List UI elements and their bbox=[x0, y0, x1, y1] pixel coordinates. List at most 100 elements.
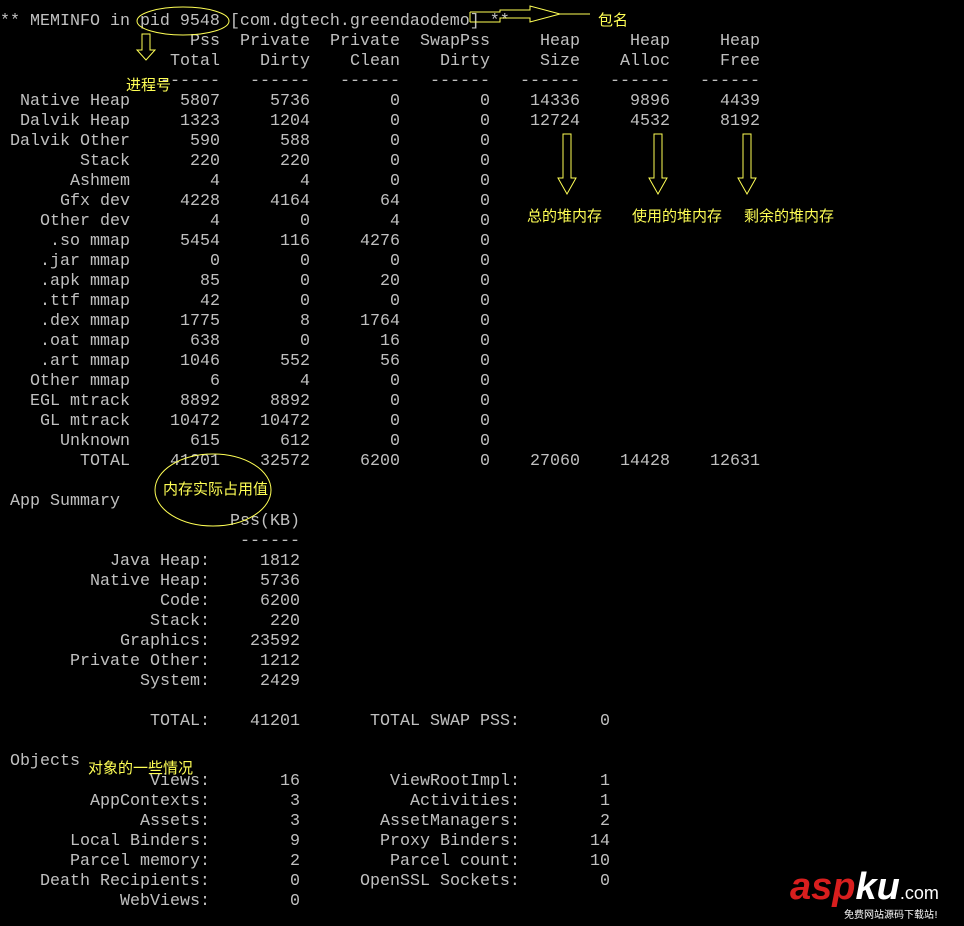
row-label: Stack bbox=[80, 152, 130, 171]
summary-label: Stack: bbox=[150, 612, 210, 631]
table-cell: 10472 bbox=[260, 412, 310, 431]
table-cell: 0 bbox=[480, 432, 490, 451]
logo-slogan: 免费网站源码下载站! bbox=[844, 910, 939, 921]
annotation-heap-alloc: 使用的堆内存 bbox=[632, 207, 723, 225]
table-cell: 16 bbox=[380, 332, 400, 351]
logo-brand-red: asp bbox=[790, 866, 856, 908]
logo-brand-white: ku bbox=[855, 866, 900, 908]
column-header-pss-kb: Pss(KB) bbox=[230, 512, 300, 531]
table-cell: 0 bbox=[300, 332, 310, 351]
table-cell: 220 bbox=[190, 152, 220, 171]
table-cell: 4439 bbox=[720, 92, 760, 111]
table-cell: 4532 bbox=[630, 112, 670, 131]
column-separator: ------ bbox=[160, 72, 220, 91]
table-cell: 0 bbox=[480, 392, 490, 411]
heap-free-down-arrow-icon bbox=[737, 133, 757, 196]
table-cell: 0 bbox=[390, 92, 400, 111]
column-header: Total bbox=[170, 52, 220, 71]
summary-value: 1212 bbox=[260, 652, 300, 671]
row-label: .jar mmap bbox=[40, 252, 130, 271]
table-cell: 0 bbox=[390, 372, 400, 391]
annotation-heap-size: 总的堆内存 bbox=[527, 207, 603, 225]
table-cell: 12631 bbox=[710, 452, 760, 471]
column-separator: ------ bbox=[340, 72, 400, 91]
table-cell: 220 bbox=[280, 152, 310, 171]
row-label: .oat mmap bbox=[40, 332, 130, 351]
summary-value: 2429 bbox=[260, 672, 300, 691]
table-cell: 1775 bbox=[180, 312, 220, 331]
table-cell: 85 bbox=[200, 272, 220, 291]
object-count: 16 bbox=[280, 772, 300, 791]
row-label: EGL mtrack bbox=[30, 392, 130, 411]
table-cell: 552 bbox=[280, 352, 310, 371]
summary-value: 23592 bbox=[250, 632, 300, 651]
aspku-watermark-logo: aspku.com 免费网站源码下载站! bbox=[790, 868, 960, 924]
row-label: Gfx dev bbox=[60, 192, 130, 211]
column-header: Pss bbox=[190, 32, 220, 51]
table-cell: 0 bbox=[390, 252, 400, 271]
column-header: Dirty bbox=[260, 52, 310, 71]
object-label: Activities: bbox=[410, 792, 520, 811]
table-cell: 0 bbox=[480, 352, 490, 371]
package-name: [com.dgtech.greendaodemo] bbox=[229, 12, 480, 31]
table-cell: 20 bbox=[380, 272, 400, 291]
column-header: Size bbox=[540, 52, 580, 71]
table-cell: 612 bbox=[280, 432, 310, 451]
column-separator: ------ bbox=[430, 72, 490, 91]
table-cell: 27060 bbox=[530, 452, 580, 471]
table-cell: 4 bbox=[300, 172, 310, 191]
heap-alloc-down-arrow-icon bbox=[648, 133, 668, 196]
section-title-objects: Objects bbox=[10, 752, 80, 771]
table-cell: 14336 bbox=[530, 92, 580, 111]
column-header: Heap bbox=[540, 32, 580, 51]
table-cell: 588 bbox=[280, 132, 310, 151]
process-id: pid 9548 bbox=[139, 12, 220, 31]
row-label: Other dev bbox=[40, 212, 130, 231]
object-count: 0 bbox=[290, 892, 300, 911]
table-cell: 1323 bbox=[180, 112, 220, 131]
object-count: 1 bbox=[600, 792, 610, 811]
table-cell: 0 bbox=[390, 392, 400, 411]
object-count: 9 bbox=[290, 832, 300, 851]
object-count: 2 bbox=[290, 852, 300, 871]
table-cell: 0 bbox=[480, 92, 490, 111]
object-label: AppContexts: bbox=[90, 792, 210, 811]
column-header: Private bbox=[240, 32, 310, 51]
table-cell: 5736 bbox=[270, 92, 310, 111]
summary-label: System: bbox=[140, 672, 210, 691]
table-cell: 0 bbox=[480, 332, 490, 351]
table-cell: 0 bbox=[480, 412, 490, 431]
object-label: OpenSSL Sockets: bbox=[360, 872, 520, 891]
table-cell: 1204 bbox=[270, 112, 310, 131]
column-separator: ------ bbox=[610, 72, 670, 91]
table-cell: 0 bbox=[480, 112, 490, 131]
table-cell: 5454 bbox=[180, 232, 220, 251]
object-count: 14 bbox=[590, 832, 610, 851]
annotation-process-id: 进程号 bbox=[126, 76, 172, 94]
row-label: .art mmap bbox=[40, 352, 130, 371]
table-cell: 0 bbox=[480, 272, 490, 291]
column-header: SwapPss bbox=[420, 32, 490, 51]
table-cell: 0 bbox=[480, 132, 490, 151]
object-count: 3 bbox=[290, 812, 300, 831]
table-cell: 6 bbox=[210, 372, 220, 391]
annotation-heap-free: 剩余的堆内存 bbox=[744, 207, 835, 225]
row-label: Dalvik Other bbox=[10, 132, 130, 151]
column-header: Alloc bbox=[620, 52, 670, 71]
object-label: WebViews: bbox=[120, 892, 210, 911]
table-cell: 0 bbox=[480, 152, 490, 171]
object-label: Parcel count: bbox=[390, 852, 520, 871]
table-cell: 0 bbox=[480, 372, 490, 391]
object-label: Views: bbox=[150, 772, 210, 791]
table-cell: 1764 bbox=[360, 312, 400, 331]
table-cell: 0 bbox=[390, 152, 400, 171]
table-cell: 0 bbox=[480, 232, 490, 251]
table-cell: 0 bbox=[300, 212, 310, 231]
summary-value: 220 bbox=[270, 612, 300, 631]
row-label: .so mmap bbox=[50, 232, 130, 251]
table-cell: 8192 bbox=[720, 112, 760, 131]
table-cell: 0 bbox=[390, 172, 400, 191]
table-cell: 41201 bbox=[170, 452, 220, 471]
summary-total-value: 41201 bbox=[250, 712, 300, 731]
